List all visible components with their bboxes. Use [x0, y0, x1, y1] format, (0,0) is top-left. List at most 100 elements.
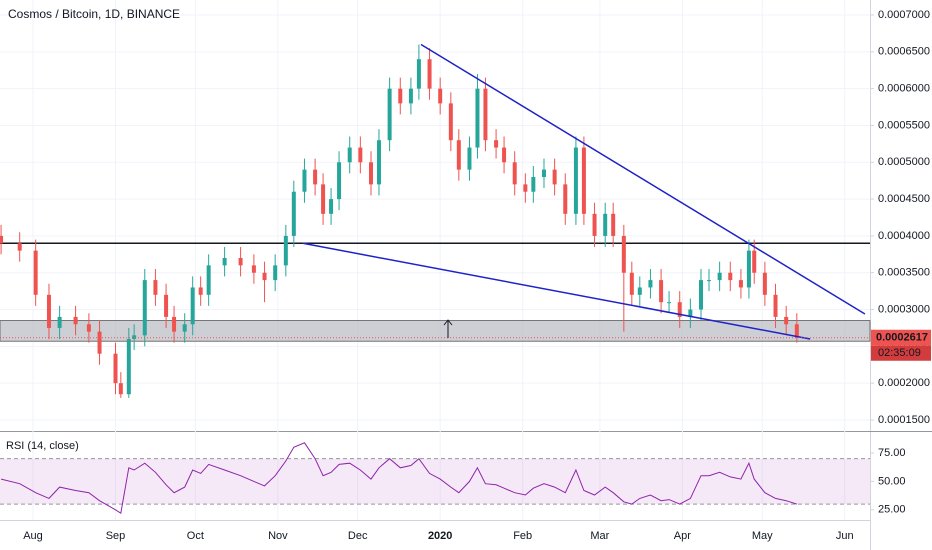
arrow-icon [443, 319, 453, 338]
candle-body [552, 169, 557, 185]
y-tick-label: 0.0003000 [878, 303, 930, 315]
candle-body [762, 272, 767, 295]
candle-body [97, 331, 102, 354]
candle-body [398, 88, 403, 104]
candle-body [153, 280, 158, 295]
candle-body [206, 265, 211, 295]
candle-body [142, 280, 147, 336]
rsi-band [0, 458, 870, 505]
candle-body [408, 88, 413, 104]
candle-body [46, 294, 51, 328]
candle-body [368, 162, 373, 185]
candle-body [512, 162, 517, 185]
candle-body [573, 147, 578, 214]
candle-body [358, 147, 363, 163]
candle-body [752, 250, 757, 273]
candle-body [0, 235, 4, 244]
candle-body [86, 324, 91, 332]
x-tick-label: Apr [674, 530, 691, 542]
candle-body [659, 280, 664, 303]
candle-body [738, 280, 743, 288]
candle-body [329, 199, 334, 214]
candle-body [190, 287, 195, 325]
candle-body [667, 302, 672, 304]
candle-body [621, 235, 626, 273]
trendline [302, 242, 811, 340]
candle-body [475, 88, 480, 148]
candle-body [57, 316, 62, 328]
candle-body [337, 162, 342, 200]
candle-body [313, 169, 318, 185]
candle-body [773, 294, 778, 317]
x-tick-label: Jun [836, 530, 854, 542]
candle-body [33, 250, 38, 295]
rsi-line [0, 442, 797, 515]
last-price-tag [871, 329, 931, 346]
x-tick-label: Nov [268, 530, 288, 542]
candle-body [629, 272, 634, 295]
countdown-tag [871, 345, 931, 361]
y-tick-label: 0.0006000 [878, 83, 930, 95]
x-tick-label: Dec [348, 530, 368, 542]
y-tick-label: 0.0002000 [878, 377, 930, 389]
x-tick-label: Oct [187, 530, 204, 542]
candle-body [198, 287, 203, 295]
x-tick-label: 2020 [428, 530, 452, 542]
candle-body [291, 191, 296, 236]
candle-body [376, 140, 381, 185]
candle-body [132, 335, 137, 339]
candle-body [321, 184, 326, 214]
rsi-tick-label: 50.00 [878, 475, 906, 487]
x-tick-label: Feb [513, 530, 532, 542]
candle-body [182, 324, 187, 332]
candle-body [746, 250, 751, 288]
candle-body [794, 324, 799, 338]
y-tick-label: 0.0006500 [878, 46, 930, 58]
candle-body [262, 272, 267, 281]
candle-body [251, 265, 256, 273]
candle-body [467, 147, 472, 170]
candle-body [699, 280, 704, 310]
candle-body [283, 235, 288, 266]
candle-body [637, 287, 642, 295]
candle-body [688, 309, 693, 317]
candle-body [238, 258, 243, 266]
candle-body [581, 147, 586, 214]
y-tick-label: 0.0007000 [878, 9, 930, 21]
candle-body [531, 177, 536, 192]
y-tick-label: 0.0004500 [878, 193, 930, 205]
candle-body [126, 338, 131, 395]
y-tick-label: 0.0005000 [878, 156, 930, 168]
rsi-tick-label: 75.00 [878, 447, 906, 459]
y-tick-label: 0.0005500 [878, 119, 930, 131]
candle-body [427, 59, 432, 89]
candle-body [483, 88, 488, 141]
candle-body [541, 169, 546, 178]
last-price-label: 0.0002617 [876, 332, 928, 344]
candle-body [302, 169, 307, 192]
candle-body [717, 272, 722, 281]
x-tick-label: Mar [590, 530, 609, 542]
candle-body [416, 59, 421, 89]
candle-body [448, 103, 453, 141]
trendline [420, 43, 866, 315]
candle-body [73, 316, 78, 325]
candle-body [113, 353, 118, 384]
x-tick-label: May [752, 530, 773, 542]
support-zone [0, 320, 871, 342]
candle-body [273, 265, 278, 281]
candle-body [222, 258, 227, 266]
candle-body [494, 140, 499, 148]
candle-body [611, 213, 616, 236]
candle-body [164, 294, 169, 317]
countdown-label: 02:35:09 [878, 347, 921, 359]
y-tick-label: 0.0003500 [878, 267, 930, 279]
rsi-title: RSI (14, close) [6, 440, 79, 452]
candle-body [347, 147, 352, 163]
x-tick-label: Sep [106, 530, 126, 542]
candle-body [456, 140, 461, 170]
chart-title: Cosmos / Bitcoin, 1D, BINANCE [8, 7, 180, 21]
candle-body [706, 280, 711, 282]
candle-body [603, 213, 608, 236]
